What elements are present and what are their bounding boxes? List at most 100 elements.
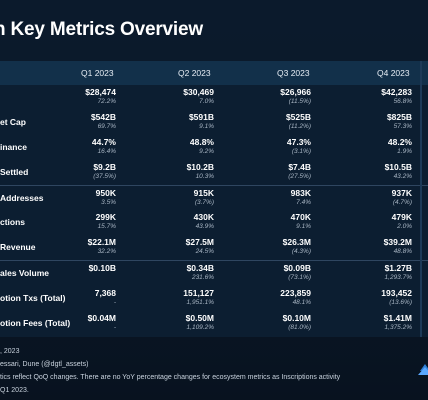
cell-value: 223,859: [280, 288, 311, 298]
cell-change: 72.2%: [97, 98, 116, 105]
row-label: et Cap: [0, 117, 26, 127]
cell-change: 43.2%: [393, 173, 412, 180]
cell-value: 470K: [290, 212, 311, 222]
footnote-date: , 2023: [0, 348, 20, 355]
cell-change: 9.1%: [296, 223, 311, 230]
table-row: ales Volume $0.10B $0.34B 231.6% $0.09B (73.1…: [0, 260, 428, 284]
cell-change: 48.1%: [292, 299, 311, 306]
cell-value: 937K: [391, 188, 412, 198]
cell-change: (11.2%): [288, 123, 311, 130]
cell-change: 10.3%: [195, 173, 214, 180]
cell-change: -: [113, 299, 116, 306]
cell-change: (3.7%): [194, 199, 214, 206]
footnotes: , 2023 essari, Dune (@dgtl_assets) tics …: [0, 345, 428, 397]
cell-value: 151,127: [183, 288, 214, 298]
table-row: ctions 299K 15.7% 430K 43.9% 470K 9.1% 479K 2.0%: [0, 210, 428, 234]
cell-value: $26,966: [280, 87, 311, 97]
cell-value: $591B: [188, 112, 214, 122]
cell-change: (81.0%): [288, 324, 311, 331]
cell-value: $30,469: [183, 87, 214, 97]
cell-value: 983K: [290, 188, 311, 198]
cell-value: $542B: [90, 112, 116, 122]
cell-change: 1.9%: [397, 148, 412, 155]
table-row: otion Txs (Total) 7,368- 151,127 1,951.1% 22…: [0, 286, 428, 310]
cell-change: 48.8%: [393, 248, 412, 255]
cell-value: $0.04M: [87, 313, 116, 323]
row-label: inance: [0, 142, 27, 152]
cell-value: $0.50M: [185, 313, 214, 323]
cell-change: 7.0%: [199, 98, 214, 105]
cell-value: $10.2B: [186, 162, 214, 172]
table-body: [0, 85, 428, 337]
cell-value: $7.4B: [288, 162, 311, 172]
cell-value: $825B: [386, 112, 412, 122]
cell-value: 299K: [95, 212, 116, 222]
row-label: Settled: [0, 167, 29, 177]
cell-value: $1.27B: [384, 263, 412, 273]
row-label: Addresses: [0, 193, 44, 203]
row-label: otion Fees (Total): [0, 318, 71, 328]
header-q3: Q3 2023: [277, 68, 310, 78]
cell-value: $22.1M: [87, 237, 116, 247]
cell-value: 48.8%: [189, 137, 214, 147]
row-label: otion Txs (Total): [0, 293, 66, 303]
metrics-table: Q1 2023 Q2 2023 Q3 2023 Q4 2023 $28,474 7…: [0, 61, 428, 337]
cell-value: $26.3M: [282, 237, 311, 247]
cell-change: 7.4%: [296, 199, 311, 206]
cell-change: -: [113, 324, 116, 331]
cell-change: (4.7%): [392, 199, 412, 206]
header-q2: Q2 2023: [178, 68, 211, 78]
cell-value: $0.09B: [283, 263, 311, 273]
cell-change: (3.1%): [291, 148, 311, 155]
cell-value: 915K: [193, 188, 214, 198]
cell-value: 430K: [193, 212, 214, 222]
cell-value: $525B: [285, 112, 311, 122]
table-row: inance 44.7% 16.4% 48.8% 9.2% 47.3% (3.1%) 48.2…: [0, 135, 428, 159]
cell-value: $10.5B: [384, 162, 412, 172]
cell-value: 7,368: [94, 288, 116, 298]
table-row: $28,474 72.2% $30,469 7.0% $26,966 (11.5%) $42…: [0, 85, 428, 109]
table-row: Addresses 950K 3.5% 915K (3.7%) 983K 7.4% 937K(…: [0, 185, 428, 209]
table-row: otion Fees (Total) $0.04M - $0.50M 1,109.2% $…: [0, 311, 428, 335]
page-title: n Key Metrics Overview: [0, 19, 203, 40]
cell-change: (4.3%): [291, 248, 311, 255]
cell-value: $0.10B: [88, 263, 116, 273]
cell-change: 43.9%: [195, 223, 214, 230]
cell-change: 2.0%: [397, 223, 412, 230]
cell-value: $0.10M: [282, 313, 311, 323]
cell-change: 16.4%: [97, 148, 116, 155]
cell-value: $28,474: [85, 87, 116, 97]
cell-value: 47.3%: [286, 137, 311, 147]
cell-change: (13.6%): [389, 299, 412, 306]
cell-value: 950K: [95, 188, 116, 198]
cell-change: 69.7%: [97, 123, 116, 130]
header-q1: Q1 2023: [81, 68, 114, 78]
cell-change: 9.2%: [199, 148, 214, 155]
cell-change: (73.1%): [288, 274, 311, 281]
cell-value: $39.2M: [383, 237, 412, 247]
cell-change: 56.8%: [393, 98, 412, 105]
row-label: ales Volume: [0, 268, 49, 278]
table-row: Revenue $22.1M 32.2% $27.5M 24.5% $26.3M (4.3%…: [0, 235, 428, 259]
cell-change: (11.5%): [288, 98, 311, 105]
cell-value: $9.2B: [93, 162, 116, 172]
cell-change: 1,375.2%: [384, 324, 412, 331]
footnote-source: essari, Dune (@dgtl_assets): [0, 361, 89, 368]
cell-change: 9.1%: [199, 123, 214, 130]
cell-change: 15.7%: [97, 223, 116, 230]
cell-value: $42,283: [381, 87, 412, 97]
table-right-border: [420, 61, 422, 337]
header-q4: Q4 2023: [377, 68, 410, 78]
cell-change: 57.3%: [393, 123, 412, 130]
brand-logo-icon: [418, 364, 428, 375]
cell-change: 3.5%: [101, 199, 116, 206]
table-row: Settled $9.2B (37.5%) $10.2B 10.3% $7.4B (27.5…: [0, 160, 428, 184]
cell-value: $27.5M: [185, 237, 214, 247]
cell-value: 48.2%: [387, 137, 412, 147]
cell-change: 1,109.2%: [186, 324, 214, 331]
cell-value: $1.41M: [383, 313, 412, 323]
cell-value: 193,452: [381, 288, 412, 298]
cell-value: $0.34B: [186, 263, 214, 273]
table-row: et Cap $542B 69.7% $591B 9.1% $525B (11.2%) $82…: [0, 110, 428, 134]
footnote-method-cont: Q1 2023.: [0, 387, 29, 394]
